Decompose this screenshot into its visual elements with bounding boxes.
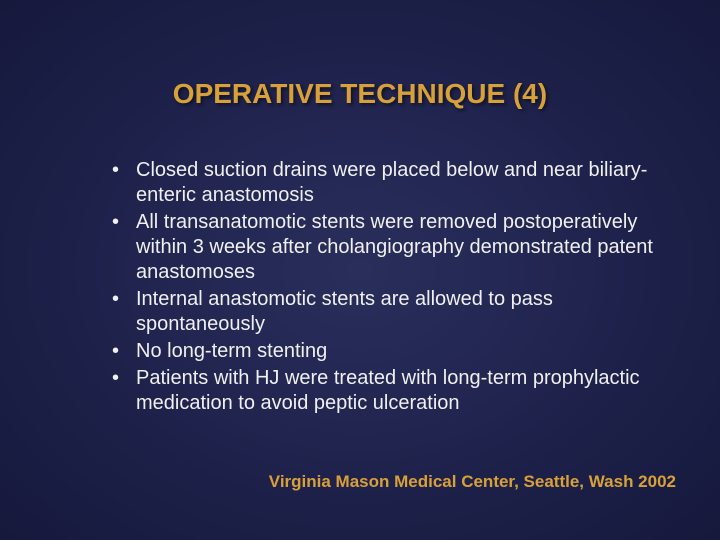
list-item: All transanatomotic stents were removed … <box>108 210 660 285</box>
list-item: Patients with HJ were treated with long-… <box>108 366 660 416</box>
list-item: Closed suction drains were placed below … <box>108 158 660 208</box>
bullet-list: Closed suction drains were placed below … <box>108 158 660 418</box>
slide-title: OPERATIVE TECHNIQUE (4) <box>0 78 720 110</box>
slide-container: OPERATIVE TECHNIQUE (4) Closed suction d… <box>0 0 720 540</box>
slide-footer: Virginia Mason Medical Center, Seattle, … <box>269 472 676 492</box>
list-item: No long-term stenting <box>108 339 660 364</box>
list-item: Internal anastomotic stents are allowed … <box>108 287 660 337</box>
